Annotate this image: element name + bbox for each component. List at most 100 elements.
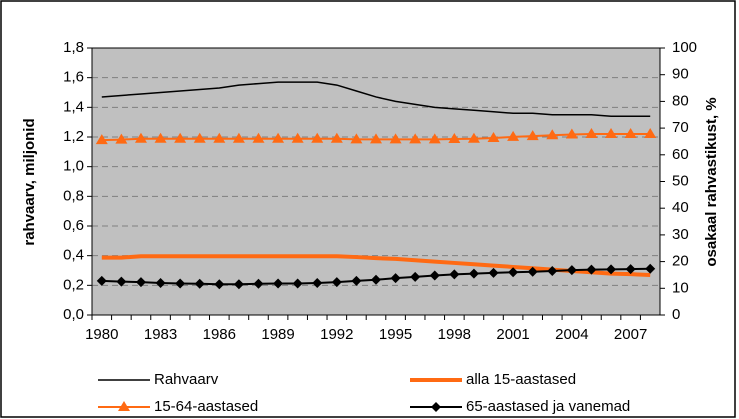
x-tick-label: 1995 — [379, 326, 412, 343]
y2-tick-label: 100 — [672, 39, 697, 56]
series-marker — [273, 278, 284, 289]
series-marker — [291, 132, 304, 143]
y2-tick-label: 30 — [672, 226, 689, 243]
x-tick-label: 1986 — [203, 326, 236, 343]
y-tick-label: 1,2 — [63, 128, 84, 145]
series-marker — [449, 269, 460, 280]
legend-label: 15-64-aastased — [154, 398, 258, 415]
series-marker — [507, 130, 520, 141]
y-tick-label: 0,4 — [63, 247, 84, 264]
y2-tick-label: 20 — [672, 253, 689, 270]
series-marker — [312, 277, 323, 288]
legend-marker — [431, 402, 441, 412]
series-marker — [448, 133, 461, 144]
y2-tick-label: 50 — [672, 172, 689, 189]
series-marker — [175, 278, 186, 289]
series-marker — [350, 133, 363, 144]
legend-label: alla 15-aastased — [466, 371, 576, 388]
series-marker — [644, 127, 657, 138]
series-marker — [487, 131, 500, 142]
series-marker — [370, 133, 382, 144]
series-marker — [292, 278, 303, 289]
series-marker — [389, 133, 402, 144]
legend-label: 65-aastased ja vanemad — [466, 398, 630, 415]
series-marker — [625, 264, 636, 275]
series-marker — [605, 127, 618, 138]
series-marker — [233, 279, 244, 290]
series-marker — [468, 268, 479, 279]
series-marker — [96, 275, 107, 286]
series-marker — [606, 264, 617, 275]
series-marker — [154, 132, 167, 143]
legend-marker — [118, 401, 130, 411]
legend-label: Rahvaarv — [154, 371, 219, 388]
x-tick-label: 2001 — [496, 326, 529, 343]
series-marker — [252, 132, 265, 143]
series-marker — [547, 265, 558, 276]
x-tick-label: 1983 — [144, 326, 177, 343]
series-marker — [410, 271, 421, 282]
series-marker — [586, 264, 597, 275]
series-marker — [214, 279, 225, 290]
series-marker — [351, 275, 362, 286]
series-marker — [409, 133, 422, 144]
series-marker — [135, 277, 146, 288]
y2-tick-label: 0 — [672, 306, 680, 323]
series-marker — [624, 127, 637, 138]
series-marker — [213, 132, 226, 143]
series-marker — [116, 276, 127, 287]
series-marker — [546, 129, 559, 140]
y-tick-label: 0,8 — [63, 187, 84, 204]
y-tick-label: 0,2 — [63, 276, 84, 293]
series-marker — [565, 128, 578, 139]
series-marker — [527, 266, 538, 277]
series-marker — [526, 130, 539, 141]
x-tick-label: 1980 — [85, 326, 118, 343]
series-marker — [508, 267, 519, 278]
series-marker — [95, 134, 108, 145]
series-marker — [155, 277, 166, 288]
series-marker — [428, 133, 441, 144]
y-tick-label: 1,6 — [63, 69, 84, 86]
series-marker — [253, 278, 264, 289]
series-marker — [371, 274, 381, 285]
y2-tick-label: 70 — [672, 119, 689, 136]
series-marker — [585, 127, 598, 138]
series-marker — [115, 133, 128, 144]
series-marker — [645, 263, 656, 274]
plot-border — [91, 47, 661, 316]
y2-axis-title: osakaal rahvastikust, % — [703, 97, 720, 266]
x-tick-label: 1998 — [438, 326, 471, 343]
x-tick-label: 1992 — [320, 326, 353, 343]
y2-tick-label: 10 — [672, 279, 689, 296]
x-tick-label: 2007 — [614, 326, 647, 343]
series-marker — [272, 132, 285, 143]
y-tick-label: 1,0 — [63, 158, 84, 175]
series-marker — [390, 273, 401, 284]
y-tick-label: 0,6 — [63, 217, 84, 234]
series-marker — [467, 132, 480, 143]
series-marker — [174, 132, 187, 143]
series-marker — [488, 267, 499, 278]
y-tick-label: 0,0 — [63, 306, 84, 323]
series-marker — [429, 270, 440, 281]
y-tick-label: 1,4 — [63, 98, 84, 115]
series-marker — [194, 278, 205, 289]
y2-tick-label: 80 — [672, 92, 689, 109]
series-marker — [193, 132, 206, 143]
y-axis-title: rahvaarv, miljonid — [21, 118, 38, 245]
series-marker — [134, 132, 147, 143]
series-marker — [311, 132, 324, 143]
series-line — [101, 81, 651, 117]
y-tick-label: 1,8 — [63, 39, 84, 56]
x-tick-label: 1989 — [261, 326, 294, 343]
series-marker — [331, 277, 342, 288]
y2-tick-label: 40 — [672, 199, 689, 216]
series-marker — [330, 132, 343, 143]
series-marker — [566, 265, 577, 276]
series-marker — [232, 132, 245, 143]
y2-tick-label: 60 — [672, 146, 689, 163]
y2-tick-label: 90 — [672, 66, 689, 83]
x-tick-label: 2004 — [555, 326, 588, 343]
